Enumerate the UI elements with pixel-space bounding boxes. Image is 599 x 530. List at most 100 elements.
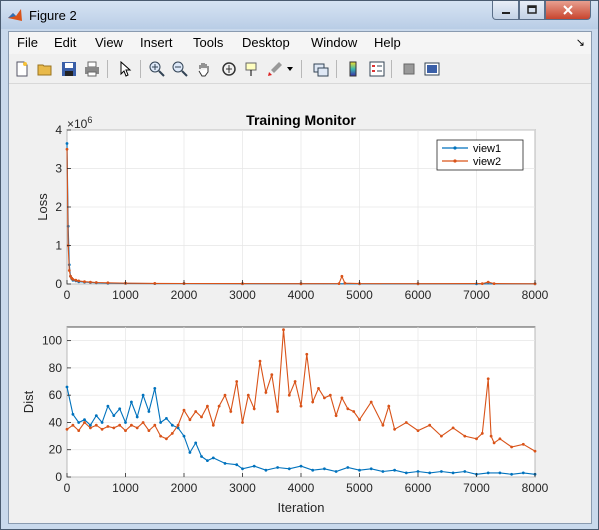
data-point-view2 — [200, 415, 203, 419]
legend-icon — [369, 61, 385, 77]
data-point-view1 — [206, 459, 209, 462]
print-button[interactable] — [82, 59, 102, 79]
data-point-view2 — [498, 437, 502, 441]
data-point-view1 — [416, 470, 420, 473]
show-plot-tools-button[interactable] — [422, 59, 442, 79]
brush-dropdown[interactable] — [285, 59, 295, 79]
data-point-view1 — [334, 470, 338, 473]
data-point-view1 — [71, 412, 75, 416]
x-tick-label: 7000 — [463, 481, 490, 495]
minimize-button[interactable] — [492, 1, 519, 20]
data-point-view1 — [65, 142, 69, 145]
maximize-button[interactable] — [519, 1, 545, 20]
menu-file[interactable]: File — [17, 35, 38, 50]
data-point-view2 — [71, 278, 75, 281]
data-point-view1 — [194, 441, 198, 445]
insert-legend-button[interactable] — [367, 59, 387, 79]
data-point-view2 — [159, 434, 163, 438]
data-point-view2 — [282, 328, 285, 332]
data-point-view2 — [404, 421, 408, 424]
data-point-view1 — [223, 462, 227, 465]
data-point-view2 — [328, 393, 332, 397]
data-point-view2 — [492, 282, 496, 285]
y-tick-label: 80 — [49, 361, 63, 375]
rotate-3d-button[interactable] — [219, 59, 239, 79]
data-point-view2 — [67, 269, 71, 272]
dock-arrow-icon[interactable]: ↘ — [575, 37, 585, 49]
link-plot-button[interactable] — [311, 59, 331, 79]
new-figure-button[interactable] — [12, 59, 32, 79]
legend-box — [436, 139, 524, 171]
data-point-view2 — [393, 427, 396, 431]
x-tick-label: 8000 — [522, 288, 549, 302]
data-point-view1 — [200, 455, 203, 458]
data-point-view2 — [521, 442, 525, 446]
data-point-view2 — [106, 425, 110, 428]
data-point-view2 — [74, 278, 78, 282]
insert-colorbar-button[interactable] — [343, 59, 363, 79]
minimize-icon — [501, 12, 510, 14]
x-tick-label: 6000 — [405, 288, 432, 302]
close-icon — [563, 5, 573, 15]
data-point-view2 — [489, 434, 493, 438]
data-point-view1 — [153, 387, 157, 390]
menu-help[interactable]: Help — [374, 35, 401, 50]
menu-window[interactable]: Window — [311, 35, 358, 50]
brush-button[interactable] — [265, 59, 285, 79]
x-tick-label: 4000 — [288, 288, 315, 302]
data-point-view2 — [323, 396, 326, 400]
data-point-view2 — [65, 147, 69, 151]
zoom-out-button[interactable] — [170, 59, 190, 79]
y-tick-label: 100 — [42, 334, 62, 348]
brush-icon — [268, 62, 282, 76]
menu-tools[interactable]: Tools — [193, 35, 224, 50]
data-point-view1 — [358, 468, 361, 472]
data-point-view2 — [510, 445, 513, 449]
dist-axes[interactable]: 0 1000 2000 3000 4000 5000 6000 7000 8000 0 20 40 60… — [21, 326, 549, 515]
data-point-view2 — [317, 387, 320, 390]
zoom-in-button[interactable] — [147, 59, 167, 79]
matlab-app-icon — [8, 9, 22, 21]
pan-button[interactable] — [194, 59, 214, 79]
data-point-view1 — [381, 470, 385, 473]
menu-insert[interactable]: Insert — [140, 35, 173, 50]
window-title: Figure 2 — [29, 8, 77, 23]
data-point-view1 — [451, 471, 455, 475]
x-tick-label: 0 — [64, 481, 71, 495]
data-point-view2 — [305, 352, 309, 356]
data-point-view1 — [211, 456, 215, 460]
loss-axes[interactable]: 0 1000 2000 3000 4000 5000 6000 7000 8000 0 1 2 3 4 T… — [35, 112, 549, 302]
data-point-view2 — [381, 423, 385, 427]
data-point-view2 — [343, 281, 347, 285]
dist-lines — [65, 328, 537, 476]
data-point-view2 — [170, 432, 174, 435]
menu-view[interactable]: View — [95, 35, 123, 50]
data-point-view2 — [153, 423, 157, 427]
close-button[interactable] — [545, 1, 591, 20]
y-tick-label: 0 — [55, 470, 62, 484]
data-point-view1 — [252, 464, 256, 468]
open-file-button[interactable] — [35, 59, 55, 79]
data-point-view2 — [334, 414, 338, 417]
data-point-view2 — [352, 410, 356, 413]
hide-plot-tools-button[interactable] — [399, 59, 419, 79]
loss-ticks: 0 1000 2000 3000 4000 5000 6000 7000 8000 0 1 2 3 4 — [55, 123, 548, 302]
data-point-view1 — [521, 471, 525, 475]
title-bar[interactable]: Figure 2 — [1, 1, 598, 29]
menu-edit[interactable]: Edit — [54, 35, 77, 50]
data-point-view1 — [89, 423, 92, 427]
legend-marker-view2 — [453, 159, 457, 163]
data-cursor-button[interactable] — [242, 59, 262, 79]
menu-desktop[interactable]: Desktop — [242, 35, 290, 50]
data-point-view1 — [188, 451, 192, 454]
new-figure-icon — [16, 61, 28, 77]
data-point-view1 — [404, 471, 408, 475]
save-button[interactable] — [59, 59, 79, 79]
data-point-view2 — [194, 410, 198, 413]
edit-plot-button[interactable] — [115, 59, 135, 79]
data-point-view2 — [71, 423, 75, 427]
data-point-view1 — [299, 464, 303, 468]
data-point-view1 — [77, 421, 81, 424]
legend[interactable]: view1 view2 — [436, 139, 524, 171]
